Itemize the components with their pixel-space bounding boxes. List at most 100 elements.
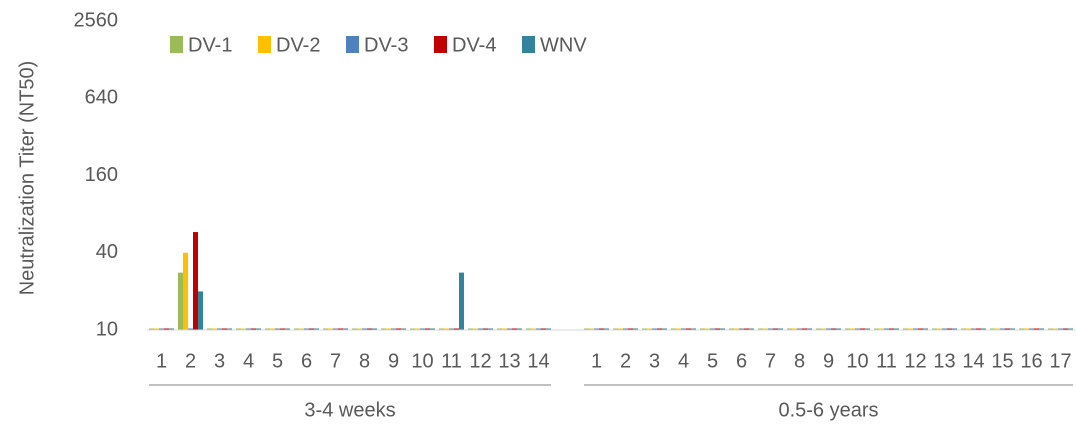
bar (860, 328, 865, 330)
x-tick-label: 14 (962, 350, 984, 372)
bar (836, 328, 841, 330)
bar (299, 328, 304, 330)
bar (623, 328, 628, 330)
bar (797, 328, 802, 330)
bar (401, 328, 406, 330)
y-tick-label: 10 (96, 318, 118, 340)
y-tick-label: 2560 (74, 9, 119, 31)
x-tick-label: 14 (527, 350, 549, 372)
bar (222, 328, 227, 330)
bar (275, 328, 280, 330)
bar (473, 328, 478, 330)
bar (739, 328, 744, 330)
y-tick-label: 40 (96, 241, 118, 263)
bar (662, 328, 667, 330)
y-tick-label: 640 (85, 87, 118, 109)
group-label: 0.5-6 years (778, 399, 878, 421)
bar (952, 328, 957, 330)
bar (217, 328, 222, 330)
bar (633, 328, 638, 330)
bar (546, 328, 551, 330)
bar (362, 328, 367, 330)
bar (251, 328, 256, 330)
bar (913, 328, 918, 330)
bar (792, 328, 797, 330)
x-tick-label: 17 (1049, 350, 1071, 372)
bar (1048, 328, 1053, 330)
bar (1034, 328, 1039, 330)
bar (531, 328, 536, 330)
bar (536, 328, 541, 330)
legend-label: DV-2 (276, 34, 320, 56)
bar (787, 328, 792, 330)
bar (652, 328, 657, 330)
bar (845, 328, 850, 330)
bar (1029, 328, 1034, 330)
bar (589, 328, 594, 330)
bar (415, 328, 420, 330)
x-tick-label: 9 (823, 350, 834, 372)
bar (178, 272, 183, 330)
bar (328, 328, 333, 330)
bar (309, 328, 314, 330)
bar (198, 291, 203, 330)
bar (468, 328, 473, 330)
bar (618, 328, 623, 330)
bar (420, 328, 425, 330)
bar (410, 328, 415, 330)
bar (981, 328, 986, 330)
bar (894, 328, 899, 330)
bar (502, 328, 507, 330)
bar (1010, 328, 1015, 330)
bar (323, 328, 328, 330)
x-tick-label: 4 (678, 350, 689, 372)
bar (227, 328, 232, 330)
bar (1058, 328, 1063, 330)
bar (768, 328, 773, 330)
bar (889, 328, 894, 330)
bar (265, 328, 270, 330)
bar (879, 328, 884, 330)
bar (497, 328, 502, 330)
x-tick-label: 6 (736, 350, 747, 372)
bar (865, 328, 870, 330)
bar (333, 328, 338, 330)
bar (855, 328, 860, 330)
x-tick-label: 15 (991, 350, 1013, 372)
bar (831, 328, 836, 330)
bar (584, 328, 589, 330)
bar (908, 328, 913, 330)
bar (874, 328, 879, 330)
bar (700, 328, 705, 330)
bar (705, 328, 710, 330)
x-tick-label: 2 (185, 350, 196, 372)
x-tick-label: 10 (411, 350, 433, 372)
bar (744, 328, 749, 330)
bar (256, 328, 261, 330)
bar (386, 328, 391, 330)
bar (1063, 328, 1068, 330)
bar (280, 328, 285, 330)
bar (802, 328, 807, 330)
bar (749, 328, 754, 330)
bar (1019, 328, 1024, 330)
x-tick-label: 7 (765, 350, 776, 372)
bar (169, 328, 174, 330)
bar (449, 328, 454, 330)
bar (444, 328, 449, 330)
bar (1039, 328, 1044, 330)
bar (720, 328, 725, 330)
bar (430, 328, 435, 330)
bar (425, 328, 430, 330)
legend-swatch (258, 36, 271, 53)
bar (285, 328, 290, 330)
bar (1053, 328, 1058, 330)
bar (294, 328, 299, 330)
bar (932, 328, 937, 330)
bar (517, 328, 522, 330)
bar (642, 328, 647, 330)
bar (512, 328, 517, 330)
bar (686, 328, 691, 330)
bar (773, 328, 778, 330)
bar (381, 328, 386, 330)
